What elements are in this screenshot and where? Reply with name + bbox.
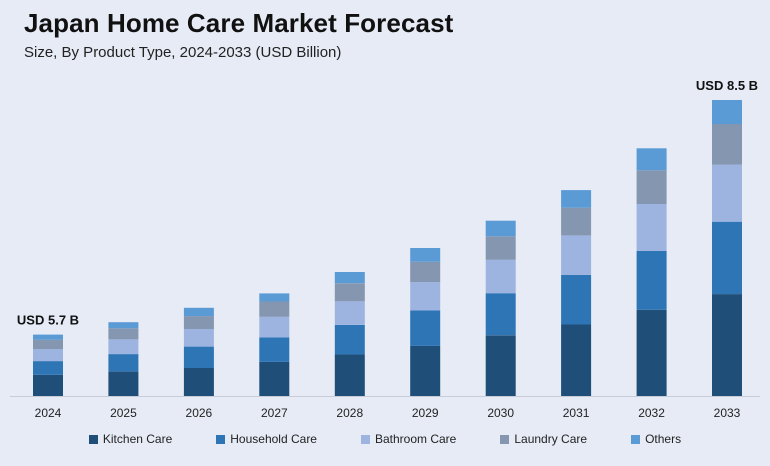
legend-swatch (216, 434, 226, 444)
legend-item-others: Others (631, 432, 681, 446)
bar-segment-household-care-2030 (485, 293, 516, 336)
bar-segment-household-care-2031 (561, 274, 592, 325)
bar-segment-bathroom-care-2026 (183, 329, 214, 347)
bar-segment-kitchen-care-2030 (485, 335, 516, 396)
legend-label: Kitchen Care (102, 432, 173, 446)
x-tick-label: 2028 (336, 406, 363, 420)
bar-segment-laundry-care-2030 (485, 236, 516, 260)
bar-segment-others-2024 (33, 334, 63, 340)
bar-segment-laundry-care-2033 (712, 124, 742, 165)
bar-segment-bathroom-care-2028 (334, 301, 365, 325)
bar-segment-household-care-2026 (183, 346, 214, 368)
bar-segment-laundry-care-2031 (561, 207, 592, 236)
legend-label: Others (645, 432, 682, 446)
bar-segment-others-2025 (108, 322, 139, 329)
chart-title: Japan Home Care Market Forecast (24, 8, 454, 38)
stacked-bar-chart: 2024 2025 2026 2027 2028 2029 2030 2031 2032 2033… (10, 78, 760, 420)
bar-segment-kitchen-care-2031 (561, 324, 592, 396)
x-tick-label: 2026 (186, 406, 213, 420)
legend-swatch (631, 434, 641, 444)
bar-segment-household-care-2032 (636, 250, 667, 310)
bar-segment-laundry-care-2029 (410, 261, 441, 283)
bar-segment-household-care-2033 (712, 221, 742, 295)
bar-segment-kitchen-care-2029 (410, 345, 441, 396)
bar-segment-kitchen-care-2028 (334, 354, 365, 396)
bar-segment-laundry-care-2026 (183, 316, 214, 329)
legend-label: Household Care (230, 432, 317, 446)
bar-segment-others-2031 (561, 190, 592, 208)
bar-segment-bathroom-care-2032 (636, 204, 667, 251)
x-tick-label: 2031 (563, 406, 590, 420)
bar-segment-household-care-2028 (334, 324, 365, 355)
bar-segment-kitchen-care-2025 (108, 371, 139, 396)
bar-segment-others-2028 (334, 272, 365, 284)
legend-item-bathroom-care: Bathroom Care (360, 432, 457, 446)
legend-swatch (88, 434, 98, 444)
bar-segment-others-2027 (259, 293, 290, 302)
bar-segment-others-2030 (485, 220, 516, 237)
bar-segment-bathroom-care-2030 (485, 259, 516, 294)
legend-swatch (360, 434, 370, 444)
bar-segment-kitchen-care-2026 (183, 368, 214, 396)
total-annotation-2033: USD 8.5 B (696, 78, 758, 93)
total-annotation-2024: USD 5.7 B (17, 313, 79, 328)
x-tick-label: 2025 (110, 406, 137, 420)
bar-segment-bathroom-care-2024 (33, 348, 63, 362)
bar-segment-others-2029 (410, 248, 441, 262)
bar-segment-household-care-2024 (33, 361, 63, 375)
x-tick-label: 2024 (35, 406, 62, 420)
bar-segment-others-2026 (183, 307, 214, 317)
bar-segment-laundry-care-2024 (33, 339, 63, 349)
x-tick-label: 2032 (638, 406, 665, 420)
bar-segment-laundry-care-2028 (334, 283, 365, 302)
bar-segment-kitchen-care-2024 (33, 374, 63, 396)
x-tick-label: 2027 (261, 406, 288, 420)
legend-label: Laundry Care (514, 432, 588, 446)
chart-legend: Kitchen Care Household Care Bathroom Car… (0, 432, 770, 446)
bar-segment-others-2032 (636, 148, 667, 171)
bar-segment-bathroom-care-2031 (561, 235, 592, 275)
bar-segment-bathroom-care-2027 (259, 316, 290, 338)
x-tick-label: 2030 (487, 406, 514, 420)
bar-segment-laundry-care-2032 (636, 170, 667, 204)
bar-segment-kitchen-care-2033 (712, 294, 742, 396)
bar-segment-laundry-care-2025 (108, 328, 139, 340)
bar-segment-bathroom-care-2025 (108, 339, 139, 355)
legend-item-kitchen-care: Kitchen Care (88, 432, 173, 446)
bar-segment-household-care-2025 (108, 354, 139, 372)
bar-segment-household-care-2027 (259, 337, 290, 362)
bar-segment-bathroom-care-2029 (410, 282, 441, 311)
x-tick-label: 2033 (714, 406, 741, 420)
legend-item-laundry-care: Laundry Care (500, 432, 587, 446)
bar-segment-household-care-2029 (410, 310, 441, 346)
bar-segment-others-2033 (712, 100, 742, 125)
bar-segment-kitchen-care-2032 (636, 309, 667, 396)
bar-segment-kitchen-care-2027 (259, 361, 290, 396)
legend-label: Bathroom Care (374, 432, 457, 446)
bar-segment-bathroom-care-2033 (712, 164, 742, 222)
legend-swatch (500, 434, 510, 444)
x-tick-label: 2029 (412, 406, 439, 420)
bar-segment-laundry-care-2027 (259, 301, 290, 317)
chart-subtitle: Size, By Product Type, 2024-2033 (USD Bi… (24, 44, 342, 61)
legend-item-household-care: Household Care (216, 432, 317, 446)
